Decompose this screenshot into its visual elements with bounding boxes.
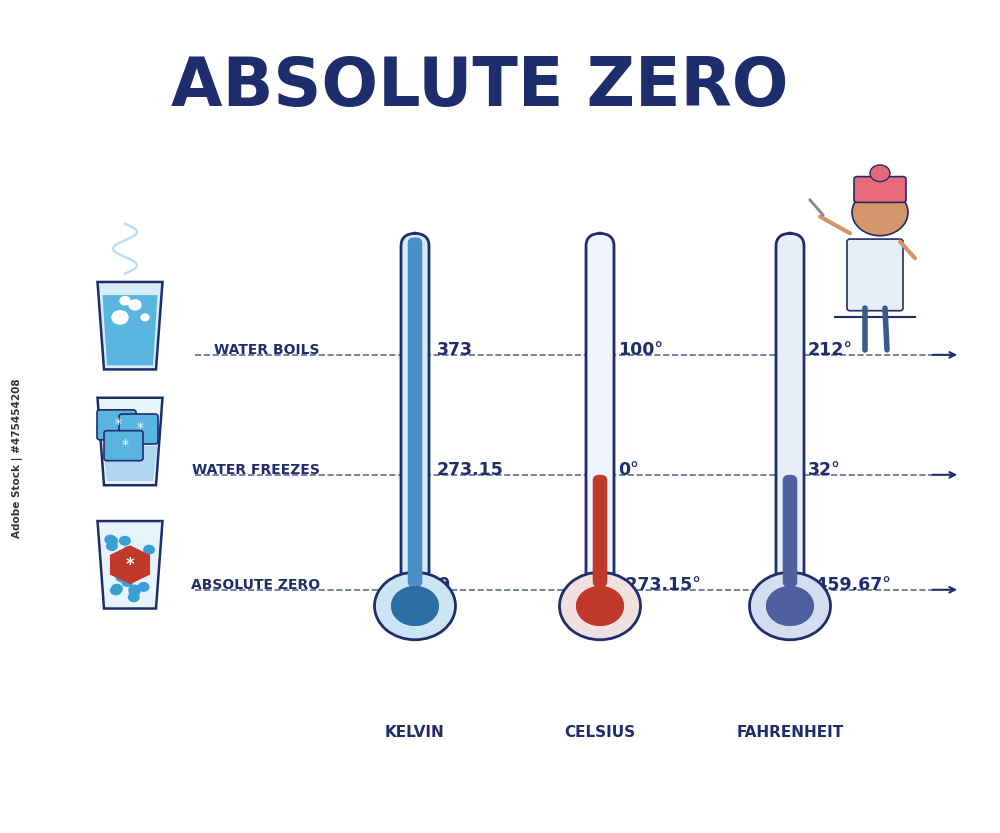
FancyBboxPatch shape xyxy=(97,410,136,440)
Circle shape xyxy=(138,582,150,592)
Circle shape xyxy=(560,572,640,640)
Text: 0: 0 xyxy=(437,576,449,594)
Text: 0°: 0° xyxy=(618,461,639,479)
Text: *: * xyxy=(136,421,144,435)
Circle shape xyxy=(750,572,830,640)
FancyBboxPatch shape xyxy=(586,233,614,587)
Polygon shape xyxy=(111,546,149,583)
FancyBboxPatch shape xyxy=(408,587,422,613)
Circle shape xyxy=(128,592,140,602)
Text: 273.15: 273.15 xyxy=(437,461,504,479)
Text: -273.15°: -273.15° xyxy=(618,576,701,594)
Circle shape xyxy=(766,586,814,626)
Circle shape xyxy=(112,563,124,573)
Circle shape xyxy=(129,300,141,310)
Polygon shape xyxy=(98,398,162,485)
Text: ABSOLUTE ZERO: ABSOLUTE ZERO xyxy=(191,578,320,591)
Circle shape xyxy=(121,577,133,587)
Circle shape xyxy=(122,546,134,556)
Text: 32°: 32° xyxy=(808,461,841,479)
Text: WATER BOILS: WATER BOILS xyxy=(214,343,320,357)
Text: KELVIN: KELVIN xyxy=(385,725,445,740)
Polygon shape xyxy=(98,282,162,370)
Circle shape xyxy=(110,586,122,596)
Text: 100°: 100° xyxy=(618,341,663,359)
FancyBboxPatch shape xyxy=(401,233,429,587)
Circle shape xyxy=(106,536,118,546)
Circle shape xyxy=(120,297,130,305)
Circle shape xyxy=(129,586,141,596)
FancyBboxPatch shape xyxy=(783,475,797,587)
Circle shape xyxy=(391,586,439,626)
Circle shape xyxy=(112,311,128,324)
Text: CELSIUS: CELSIUS xyxy=(564,725,636,740)
Polygon shape xyxy=(103,295,158,366)
Circle shape xyxy=(128,551,140,561)
Circle shape xyxy=(134,558,146,568)
FancyBboxPatch shape xyxy=(119,414,158,444)
Text: FAHRENHEIT: FAHRENHEIT xyxy=(736,725,844,740)
Text: 373: 373 xyxy=(437,341,473,359)
Circle shape xyxy=(111,584,123,594)
Polygon shape xyxy=(103,446,158,481)
Circle shape xyxy=(766,586,814,626)
Text: ABSOLUTE ZERO: ABSOLUTE ZERO xyxy=(171,54,789,121)
Polygon shape xyxy=(98,521,162,609)
Circle shape xyxy=(116,562,128,572)
Circle shape xyxy=(870,165,890,182)
FancyBboxPatch shape xyxy=(776,233,804,587)
FancyBboxPatch shape xyxy=(104,431,143,461)
Circle shape xyxy=(106,541,118,551)
Circle shape xyxy=(128,585,140,595)
Circle shape xyxy=(576,586,624,626)
Text: 212°: 212° xyxy=(808,341,853,359)
Circle shape xyxy=(576,586,624,626)
Text: Adobe Stock | #475454208: Adobe Stock | #475454208 xyxy=(12,378,24,538)
FancyBboxPatch shape xyxy=(408,237,422,587)
Text: -459.67°: -459.67° xyxy=(808,576,891,594)
Circle shape xyxy=(115,572,127,582)
Text: *: * xyxy=(126,556,134,574)
FancyBboxPatch shape xyxy=(783,587,797,613)
Circle shape xyxy=(391,586,439,626)
Circle shape xyxy=(141,314,149,321)
FancyBboxPatch shape xyxy=(593,475,607,587)
Circle shape xyxy=(852,189,908,236)
Text: WATER FREEZES: WATER FREEZES xyxy=(192,463,320,476)
Circle shape xyxy=(119,536,131,546)
FancyBboxPatch shape xyxy=(854,177,906,202)
Circle shape xyxy=(143,545,155,555)
Text: *: * xyxy=(115,417,122,431)
Text: *: * xyxy=(122,438,128,451)
FancyBboxPatch shape xyxy=(847,239,903,311)
Circle shape xyxy=(104,535,116,545)
Circle shape xyxy=(374,572,456,640)
FancyBboxPatch shape xyxy=(593,587,607,613)
